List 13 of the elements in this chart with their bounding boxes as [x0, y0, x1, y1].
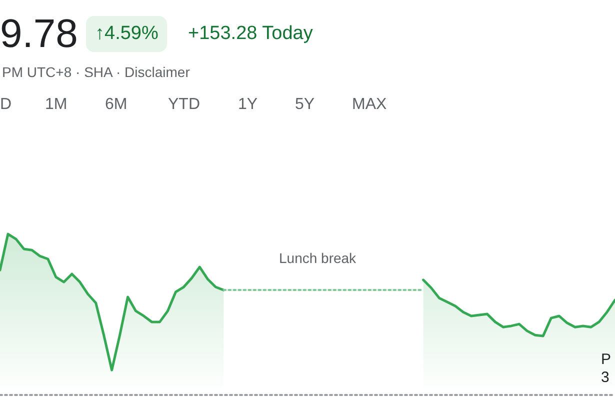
- chart-subtitle: PM UTC+8 · SHA · Disclaimer: [2, 64, 190, 80]
- text: 5Y: [295, 96, 315, 114]
- text: ↑4.59%: [86, 16, 168, 52]
- text: YTD: [168, 96, 200, 114]
- text: 1M: [45, 96, 68, 114]
- annotation: P 3: [601, 351, 612, 387]
- text: +153.28 Today: [188, 23, 313, 45]
- text: MAX: [352, 96, 387, 114]
- chart-title: 9.78: [0, 12, 78, 57]
- text: 1Y: [238, 96, 258, 114]
- text: D: [0, 96, 12, 114]
- annotation: Lunch break: [279, 250, 356, 266]
- text: 6M: [105, 96, 128, 114]
